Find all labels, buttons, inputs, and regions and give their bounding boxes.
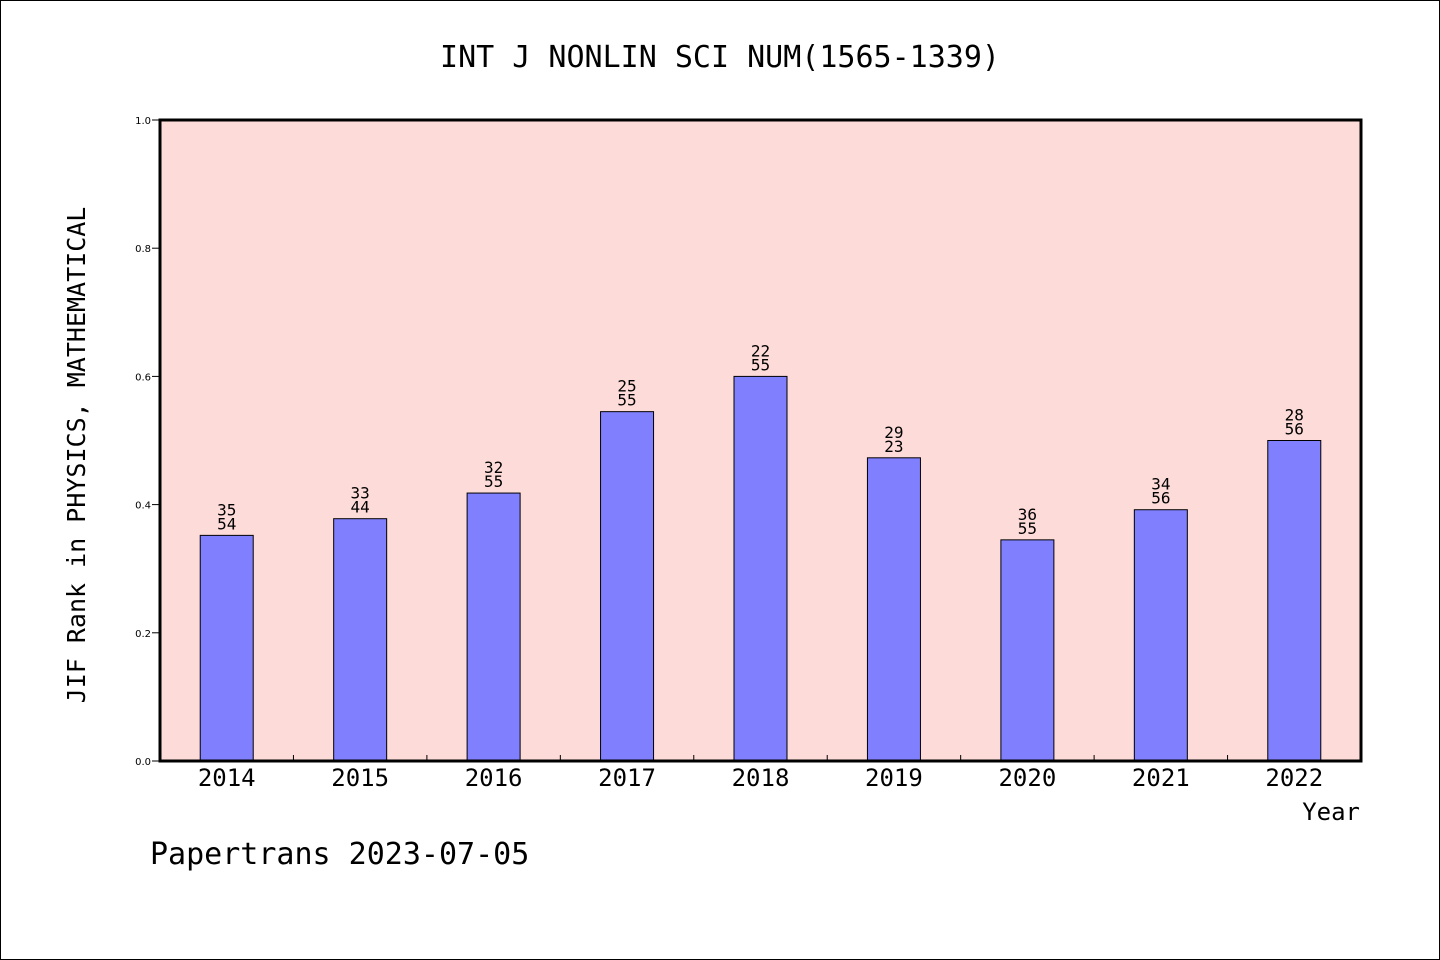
y-tick-label: 0.2 [135,629,151,640]
x-tick-label: 2017 [598,764,656,792]
data-label-top: 25 [617,377,636,396]
data-label-top: 22 [751,341,770,360]
bar-2017 [600,411,655,762]
y-axis-label: JIF Rank in PHYSICS, MATHEMATICAL [62,207,91,704]
data-label-bottom: 23 [884,437,903,456]
data-label-bottom: 56 [1151,489,1170,508]
data-label-top: 32 [484,458,503,477]
data-label-top: 35 [217,500,236,519]
bar-2021 [1133,509,1188,762]
bar-2014 [199,534,254,762]
x-axis-label: Year [1302,798,1360,826]
x-tick-group: 2014 2015 2016 2017 2018 2019 2020 2021 2022 [198,755,1323,792]
bar-2015 [333,518,388,762]
data-label-bottom: 54 [217,514,236,533]
data-label-bottom: 55 [617,391,636,410]
bar-2022 [1267,440,1322,762]
y-tick-label: 0.0 [135,757,151,768]
x-tick-label: 2016 [465,764,523,792]
x-tick-label: 2019 [865,764,923,792]
bar-2020 [1000,539,1055,762]
plot-border [158,118,1363,763]
chart-title: INT J NONLIN SCI NUM(1565-1339) [440,40,1000,75]
data-label-top: 34 [1151,475,1170,494]
bar-2019 [866,457,921,762]
x-tick-label: 2021 [1132,764,1190,792]
data-label-bottom: 56 [1285,420,1304,439]
y-tick-group: 0.0 0.2 0.4 0.6 0.8 1.0 [135,116,160,768]
x-tick-label: 2015 [331,764,389,792]
data-label-top: 28 [1285,406,1304,425]
x-tick-label: 2018 [732,764,790,792]
y-tick-label: 0.6 [135,372,151,383]
x-tick-label: 2020 [998,764,1056,792]
y-tick-label: 1.0 [135,116,151,127]
data-label-bottom: 55 [484,472,503,491]
data-label-top: 33 [351,484,370,503]
bars-group [199,375,1322,762]
data-label-bottom: 55 [751,355,770,374]
y-tick-label: 0.4 [135,501,151,512]
footer-text: Papertrans 2023-07-05 [150,837,529,872]
data-label-bottom: 44 [351,498,370,517]
x-tick-label: 2014 [198,764,256,792]
bar-2016 [466,492,521,762]
y-tick-label: 0.8 [135,244,151,255]
data-label-top: 36 [1018,505,1037,524]
bar-2018 [733,375,788,762]
x-tick-label: 2022 [1265,764,1323,792]
data-label-top: 29 [884,423,903,442]
data-label-bottom: 55 [1018,519,1037,538]
